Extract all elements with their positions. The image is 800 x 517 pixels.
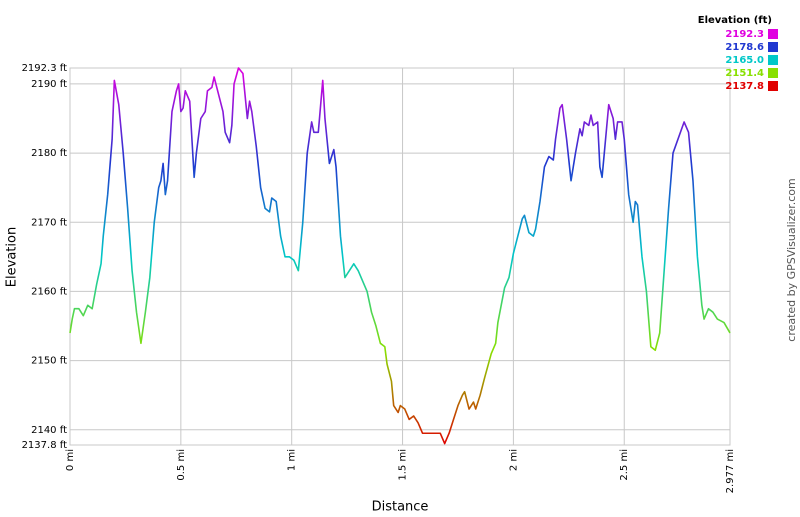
y-axis-title: Elevation [5, 227, 20, 287]
x-tick-label: 0.5 mi [176, 449, 187, 481]
y-tick-label: 2137.8 ft [22, 440, 68, 451]
y-tick-label: 2140 ft [31, 425, 67, 436]
y-tick-label: 2192.3 ft [22, 63, 68, 74]
x-tick-label: 2.977 mi [725, 449, 736, 493]
y-tick-label: 2180 ft [31, 148, 67, 159]
credit: created by GPSVisualizer.com [785, 178, 798, 341]
legend-swatch [768, 29, 778, 39]
x-tick-label: 1.5 mi [398, 449, 409, 481]
x-tick-label: 2 mi [508, 449, 519, 471]
legend-swatch [768, 42, 778, 52]
legend-swatch [768, 68, 778, 78]
legend-swatch [768, 55, 778, 65]
legend-label: 2192.3 [725, 29, 764, 40]
x-axis-title: Distance [372, 500, 429, 515]
legend-label: 2137.8 [725, 81, 764, 92]
legend-label: 2165.0 [725, 55, 764, 66]
y-tick-label: 2190 ft [31, 79, 67, 90]
x-tick-label: 2.5 mi [619, 449, 630, 481]
y-tick-label: 2150 ft [31, 356, 67, 367]
y-tick-label: 2160 ft [31, 286, 67, 297]
legend-swatch [768, 81, 778, 91]
x-tick-label: 0 mi [65, 449, 76, 471]
legend-title: Elevation (ft) [698, 15, 772, 26]
legend-label: 2178.6 [725, 42, 764, 53]
y-tick-label: 2170 ft [31, 217, 67, 228]
elevation-line [69, 67, 731, 445]
plot-frame [69, 67, 731, 446]
legend-label: 2151.4 [725, 68, 764, 79]
x-tick-label: 1 mi [287, 449, 298, 471]
